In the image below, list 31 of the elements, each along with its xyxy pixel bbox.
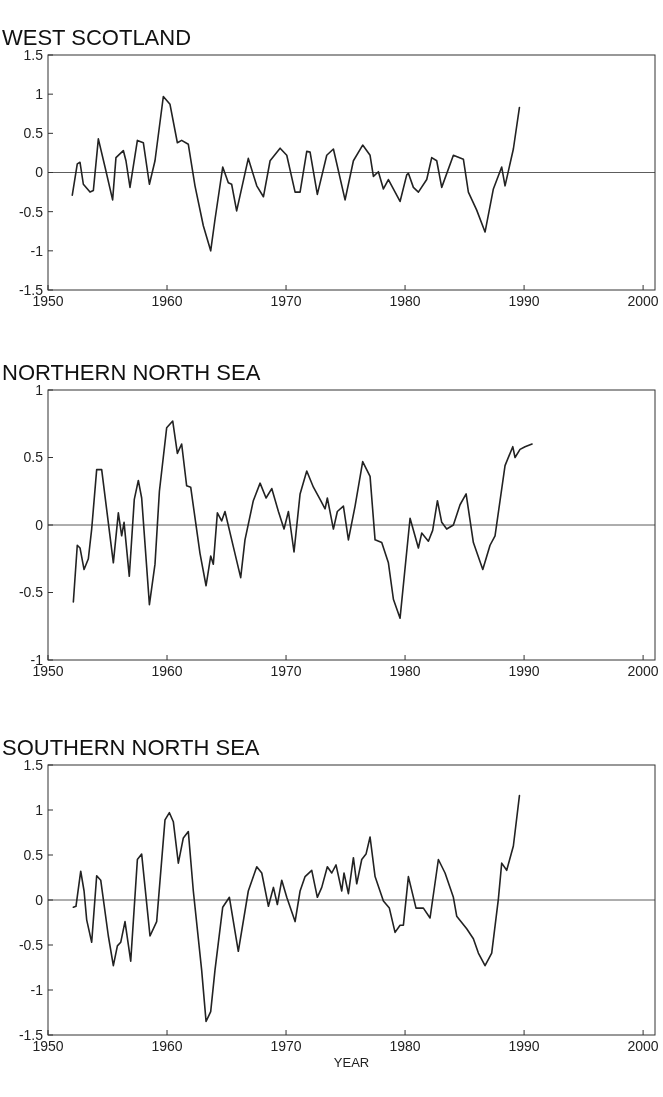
y-tick-label: 1 bbox=[35, 801, 44, 818]
y-tick-label: -1.5 bbox=[18, 281, 44, 298]
x-tick-label: 1960 bbox=[151, 1038, 183, 1054]
x-tick-label: 1980 bbox=[389, 663, 421, 679]
y-tick-label: -0.5 bbox=[18, 936, 44, 953]
y-tick-label: 0 bbox=[35, 516, 44, 533]
x-tick-label: 1980 bbox=[389, 293, 421, 309]
x-axis-title: YEAR bbox=[333, 1055, 370, 1070]
y-tick-label: -1 bbox=[30, 242, 44, 259]
x-tick-label: 1990 bbox=[508, 663, 540, 679]
x-tick-label: 1980 bbox=[389, 1038, 421, 1054]
y-tick-label: 0.5 bbox=[23, 125, 44, 142]
x-tick-label: 1960 bbox=[151, 663, 183, 679]
x-tick-label: 2000 bbox=[627, 1038, 659, 1054]
y-tick-label: 0.5 bbox=[23, 846, 44, 863]
y-tick-label: 0 bbox=[35, 891, 44, 908]
x-tick-label: 2000 bbox=[627, 663, 659, 679]
y-tick-label: -0.5 bbox=[18, 584, 44, 601]
x-tick-label: 1960 bbox=[151, 293, 183, 309]
x-tick-label: 1990 bbox=[508, 1038, 540, 1054]
y-tick-label: 0 bbox=[35, 164, 44, 181]
x-tick-label: 1970 bbox=[270, 1038, 302, 1054]
y-tick-label: 0.5 bbox=[23, 449, 44, 466]
x-tick-label: 1990 bbox=[508, 293, 540, 309]
x-tick-label: 1970 bbox=[270, 663, 302, 679]
y-tick-label: -1.5 bbox=[18, 1026, 44, 1043]
y-tick-label: 1 bbox=[35, 86, 44, 103]
x-tick-label: 2000 bbox=[627, 293, 659, 309]
y-tick-label: -0.5 bbox=[18, 203, 44, 220]
x-tick-label: 1970 bbox=[270, 293, 302, 309]
y-tick-label: -1 bbox=[30, 981, 44, 998]
